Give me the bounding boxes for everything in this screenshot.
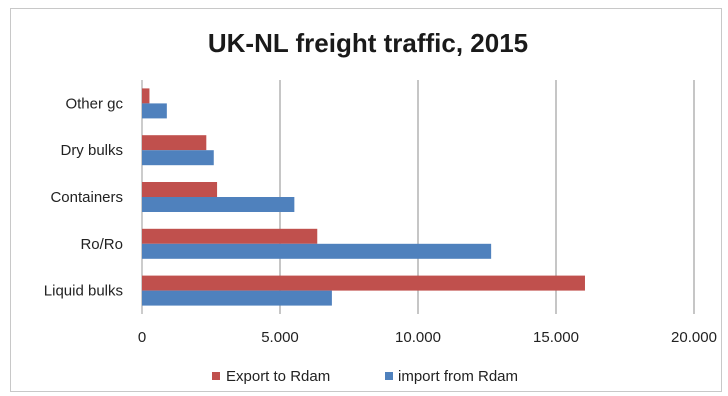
category-label: Ro/Ro — [80, 236, 123, 253]
import-bar — [142, 243, 492, 259]
category-labels: Liquid bulks Ro/Ro Containers Dry bulks Othe… — [44, 95, 124, 299]
x-tick-label: 10.000 — [395, 329, 441, 346]
x-tick-label: 0 — [138, 329, 146, 346]
export-bar — [142, 275, 585, 291]
x-tick-label: 20.000 — [671, 329, 717, 346]
category-label: Other gc — [65, 95, 123, 112]
export-bar — [142, 88, 150, 104]
export-bar — [142, 182, 218, 197]
category-label: Liquid bulks — [44, 283, 123, 300]
x-tick-labels: 0 5.000 10.000 15.000 20.000 — [138, 329, 717, 346]
category-label: Dry bulks — [60, 142, 123, 159]
export-bar — [142, 135, 207, 151]
chart-title: UK-NL freight traffic, 2015 — [208, 28, 528, 58]
legend-swatch — [212, 372, 220, 380]
export-bar — [142, 228, 318, 244]
import-bar — [142, 197, 295, 212]
import-bar — [142, 103, 167, 119]
x-tick-label: 15.000 — [533, 329, 579, 346]
x-tick-label: 5.000 — [261, 329, 299, 346]
chart-frame — [10, 8, 722, 392]
legend-label: import from Rdam — [398, 368, 518, 385]
bars-group — [142, 88, 585, 306]
legend: Export to Rdam import from Rdam — [212, 368, 518, 385]
import-bar — [142, 290, 332, 306]
category-label: Containers — [50, 189, 123, 206]
legend-label: Export to Rdam — [226, 368, 330, 385]
import-bar — [142, 150, 214, 166]
legend-swatch — [385, 372, 393, 380]
